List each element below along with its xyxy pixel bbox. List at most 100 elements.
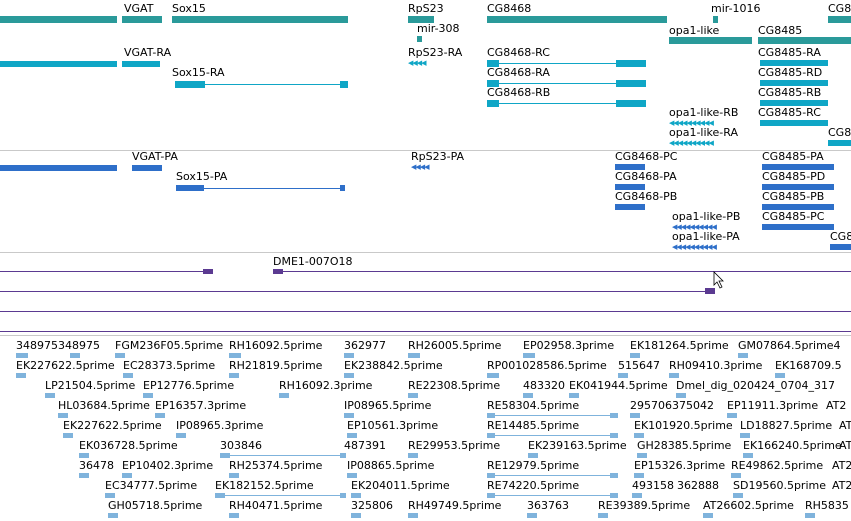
est-feature[interactable] [669,373,679,378]
protein-feature[interactable] [615,204,645,210]
est-feature[interactable] [340,493,346,498]
transcript-feature[interactable] [487,100,499,107]
est-feature[interactable] [632,493,642,498]
transcript-feature[interactable] [760,120,828,126]
transcript-feature[interactable] [760,80,828,86]
est-feature[interactable] [229,353,241,358]
est-feature[interactable] [347,433,357,438]
est-feature[interactable] [805,513,815,518]
est-feature[interactable] [347,473,357,478]
insertion-marker[interactable] [203,269,213,274]
est-feature[interactable] [743,453,753,458]
transcript-feature[interactable]: ◀◀◀◀◀◀◀◀◀◀ [669,139,714,147]
transcript-feature[interactable] [760,60,828,66]
gene-feature[interactable] [122,16,162,23]
est-feature[interactable] [610,413,618,418]
protein-feature[interactable] [0,165,117,171]
gene-feature[interactable] [828,16,851,23]
est-feature[interactable] [676,393,686,398]
est-feature[interactable] [351,493,361,498]
protein-feature[interactable]: ◀◀◀◀ [411,163,430,171]
protein-feature[interactable] [762,224,834,230]
est-feature[interactable] [703,513,713,518]
est-feature[interactable] [344,373,354,378]
protein-feature[interactable] [615,184,645,190]
est-feature[interactable] [408,353,420,358]
protein-feature[interactable] [615,164,645,170]
est-feature[interactable] [123,373,133,378]
protein-feature[interactable]: ◀◀◀◀◀◀◀◀◀◀ [672,223,717,231]
protein-feature[interactable] [176,185,204,191]
est-feature[interactable] [610,473,618,478]
est-feature[interactable] [279,393,289,398]
est-feature[interactable] [738,353,748,358]
est-feature[interactable] [610,433,618,438]
est-feature[interactable] [155,413,165,418]
est-feature[interactable] [122,473,132,478]
est-feature[interactable] [16,373,26,378]
est-feature[interactable] [63,433,73,438]
transcript-feature[interactable]: ◀◀◀◀ [408,59,427,67]
est-feature[interactable] [634,433,644,438]
est-feature[interactable] [727,413,737,418]
est-feature[interactable] [408,393,418,398]
gene-feature[interactable] [172,16,348,23]
gene-feature[interactable] [0,16,117,23]
est-feature[interactable] [229,473,239,478]
est-feature[interactable] [527,513,537,518]
est-feature[interactable] [598,513,608,518]
transcript-feature[interactable] [616,60,646,67]
est-feature[interactable] [733,493,743,498]
insertion-marker[interactable] [273,269,283,274]
est-feature[interactable] [58,413,68,418]
transcript-feature[interactable] [487,60,499,67]
transcript-feature[interactable] [175,81,205,88]
est-feature[interactable] [344,413,354,418]
est-feature[interactable] [143,393,153,398]
est-feature[interactable] [229,373,239,378]
est-feature[interactable] [115,353,125,358]
est-feature[interactable] [70,353,80,358]
est-feature[interactable] [637,453,647,458]
insertion-marker[interactable] [705,288,715,294]
est-feature[interactable] [79,453,89,458]
gene-feature[interactable] [417,36,422,42]
est-feature[interactable] [215,493,225,498]
est-feature[interactable] [630,353,640,358]
transcript-feature[interactable] [616,80,646,87]
transcript-feature[interactable] [0,61,117,67]
gene-feature[interactable] [408,16,434,23]
est-feature[interactable] [775,373,785,378]
est-feature[interactable] [220,453,230,458]
protein-feature[interactable] [762,184,834,190]
est-feature[interactable] [487,373,499,378]
protein-feature[interactable]: ◀◀◀◀◀◀◀◀◀◀ [672,243,717,251]
transcript-feature[interactable] [760,100,828,106]
transcript-feature[interactable] [122,61,160,67]
est-feature[interactable] [351,513,361,518]
est-feature[interactable] [731,473,741,478]
est-feature[interactable] [340,453,346,458]
est-feature[interactable] [528,453,538,458]
est-feature[interactable] [105,493,115,498]
est-feature[interactable] [108,513,118,518]
est-feature[interactable] [569,393,579,398]
transcript-feature[interactable]: ◀◀◀◀◀◀◀◀◀◀ [669,119,714,127]
est-feature[interactable] [16,353,28,358]
protein-feature[interactable] [762,164,834,170]
est-feature[interactable] [634,473,644,478]
gene-feature[interactable] [713,16,718,23]
est-feature[interactable] [229,513,239,518]
est-feature[interactable] [740,433,750,438]
est-feature[interactable] [523,393,533,398]
transcript-feature[interactable] [340,81,348,88]
gene-feature[interactable] [487,16,667,23]
est-feature[interactable] [487,413,495,418]
est-feature[interactable] [610,493,618,498]
protein-feature[interactable] [830,244,851,250]
est-feature[interactable] [630,413,640,418]
est-feature[interactable] [487,493,495,498]
est-feature[interactable] [487,433,495,438]
protein-feature[interactable] [132,165,162,171]
protein-feature[interactable] [340,185,345,191]
